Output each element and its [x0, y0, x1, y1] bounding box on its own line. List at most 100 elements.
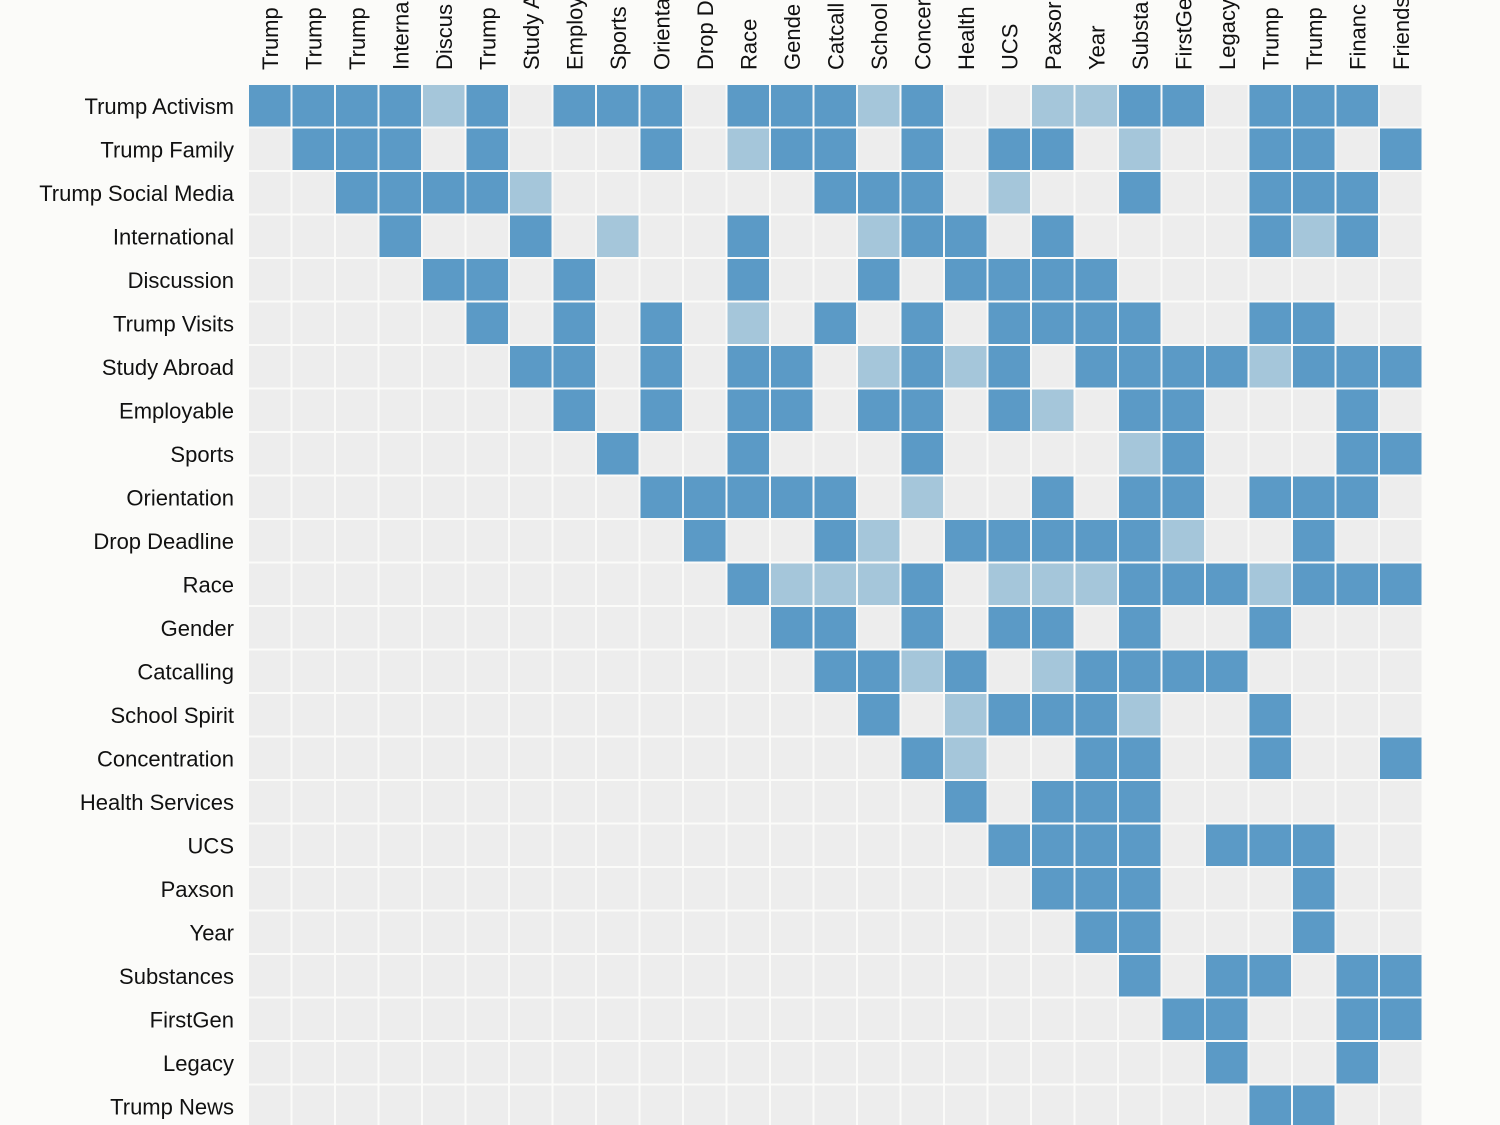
heatmap-cell	[379, 1042, 421, 1084]
heatmap-cell	[423, 824, 465, 866]
heatmap-cell	[1162, 824, 1204, 866]
heatmap-cell	[1032, 128, 1074, 170]
heatmap-cell	[814, 650, 856, 692]
heatmap-cell	[466, 1042, 508, 1084]
heatmap-cell	[423, 911, 465, 953]
row-label: International	[113, 224, 234, 249]
heatmap-cell	[727, 215, 769, 257]
heatmap-cell	[249, 911, 291, 953]
heatmap-cell	[945, 302, 987, 344]
heatmap-cell	[553, 1085, 595, 1125]
heatmap-cell	[1206, 259, 1248, 301]
heatmap-cell	[466, 346, 508, 388]
heatmap-cell	[1032, 346, 1074, 388]
heatmap-cell	[1119, 346, 1161, 388]
heatmap-cell	[1336, 998, 1378, 1040]
heatmap-cell	[858, 1085, 900, 1125]
heatmap-cell	[379, 520, 421, 562]
heatmap-cell	[249, 824, 291, 866]
heatmap-cell	[1380, 259, 1422, 301]
heatmap-cell	[945, 955, 987, 997]
heatmap-cell	[858, 215, 900, 257]
heatmap-cell	[336, 824, 378, 866]
heatmap-cell	[640, 1085, 682, 1125]
heatmap-cell	[1119, 911, 1161, 953]
heatmap-cell	[1380, 955, 1422, 997]
row-label: Discussion	[128, 268, 234, 293]
heatmap-cell	[1206, 128, 1248, 170]
heatmap-cell	[249, 998, 291, 1040]
heatmap-cell	[423, 650, 465, 692]
heatmap-cell	[1075, 476, 1117, 518]
heatmap-cell	[466, 563, 508, 605]
heatmap-cell	[379, 563, 421, 605]
heatmap-cell	[814, 781, 856, 823]
heatmap-cell	[1249, 998, 1291, 1040]
heatmap-cell	[901, 737, 943, 779]
heatmap-cell	[945, 911, 987, 953]
heatmap-cell	[814, 955, 856, 997]
heatmap-cell	[1249, 563, 1291, 605]
heatmap-cell	[1336, 346, 1378, 388]
heatmap-cell	[727, 389, 769, 431]
heatmap-cell	[1075, 302, 1117, 344]
heatmap-cell	[292, 302, 334, 344]
row-label: Gender	[161, 616, 234, 641]
heatmap-cell	[249, 259, 291, 301]
heatmap-cell	[1162, 868, 1204, 910]
heatmap-cell	[1380, 215, 1422, 257]
heatmap-cell	[597, 433, 639, 475]
heatmap-cell	[1293, 868, 1335, 910]
heatmap-cell	[640, 215, 682, 257]
heatmap-cell	[1336, 737, 1378, 779]
heatmap-cell	[423, 128, 465, 170]
heatmap-cell	[1206, 955, 1248, 997]
heatmap-cell	[1206, 911, 1248, 953]
heatmap-cell	[640, 1042, 682, 1084]
heatmap-cell	[1206, 346, 1248, 388]
heatmap-cell	[1119, 172, 1161, 214]
heatmap-cell	[901, 389, 943, 431]
heatmap-cell	[249, 1042, 291, 1084]
heatmap-cell	[901, 868, 943, 910]
heatmap-cell	[1206, 650, 1248, 692]
column-label: Friends	[1389, 0, 1414, 70]
heatmap-cell	[466, 259, 508, 301]
heatmap-cell	[727, 476, 769, 518]
heatmap-cell	[597, 389, 639, 431]
heatmap-cell	[249, 476, 291, 518]
heatmap-cell	[1162, 737, 1204, 779]
heatmap-cell	[1032, 172, 1074, 214]
heatmap-cell	[771, 781, 813, 823]
heatmap-cell	[988, 128, 1030, 170]
heatmap-cell	[771, 1042, 813, 1084]
heatmap-cell	[1293, 476, 1335, 518]
heatmap-cell	[1249, 607, 1291, 649]
heatmap-cell	[945, 346, 987, 388]
heatmap-cell	[423, 563, 465, 605]
heatmap-cell	[901, 911, 943, 953]
heatmap-cell	[945, 85, 987, 127]
heatmap-cell	[901, 433, 943, 475]
heatmap-cell	[1249, 172, 1291, 214]
heatmap-cell	[858, 563, 900, 605]
row-label: Substances	[119, 964, 234, 989]
column-label: Discus	[432, 4, 457, 70]
row-label: Trump Visits	[113, 311, 234, 336]
heatmap-cell	[1293, 346, 1335, 388]
heatmap-cell	[1206, 389, 1248, 431]
heatmap-cell	[771, 824, 813, 866]
heatmap-cell	[858, 476, 900, 518]
heatmap-cell	[292, 694, 334, 736]
column-label: Trump	[475, 7, 500, 70]
heatmap-cell	[901, 607, 943, 649]
heatmap-cell	[1293, 215, 1335, 257]
heatmap-cell	[640, 737, 682, 779]
heatmap-cell	[510, 215, 552, 257]
heatmap-cell	[1249, 1085, 1291, 1125]
heatmap-cell	[292, 215, 334, 257]
heatmap-cell	[858, 302, 900, 344]
heatmap-cell	[292, 1042, 334, 1084]
heatmap-cell	[1206, 172, 1248, 214]
heatmap-cell	[1032, 389, 1074, 431]
